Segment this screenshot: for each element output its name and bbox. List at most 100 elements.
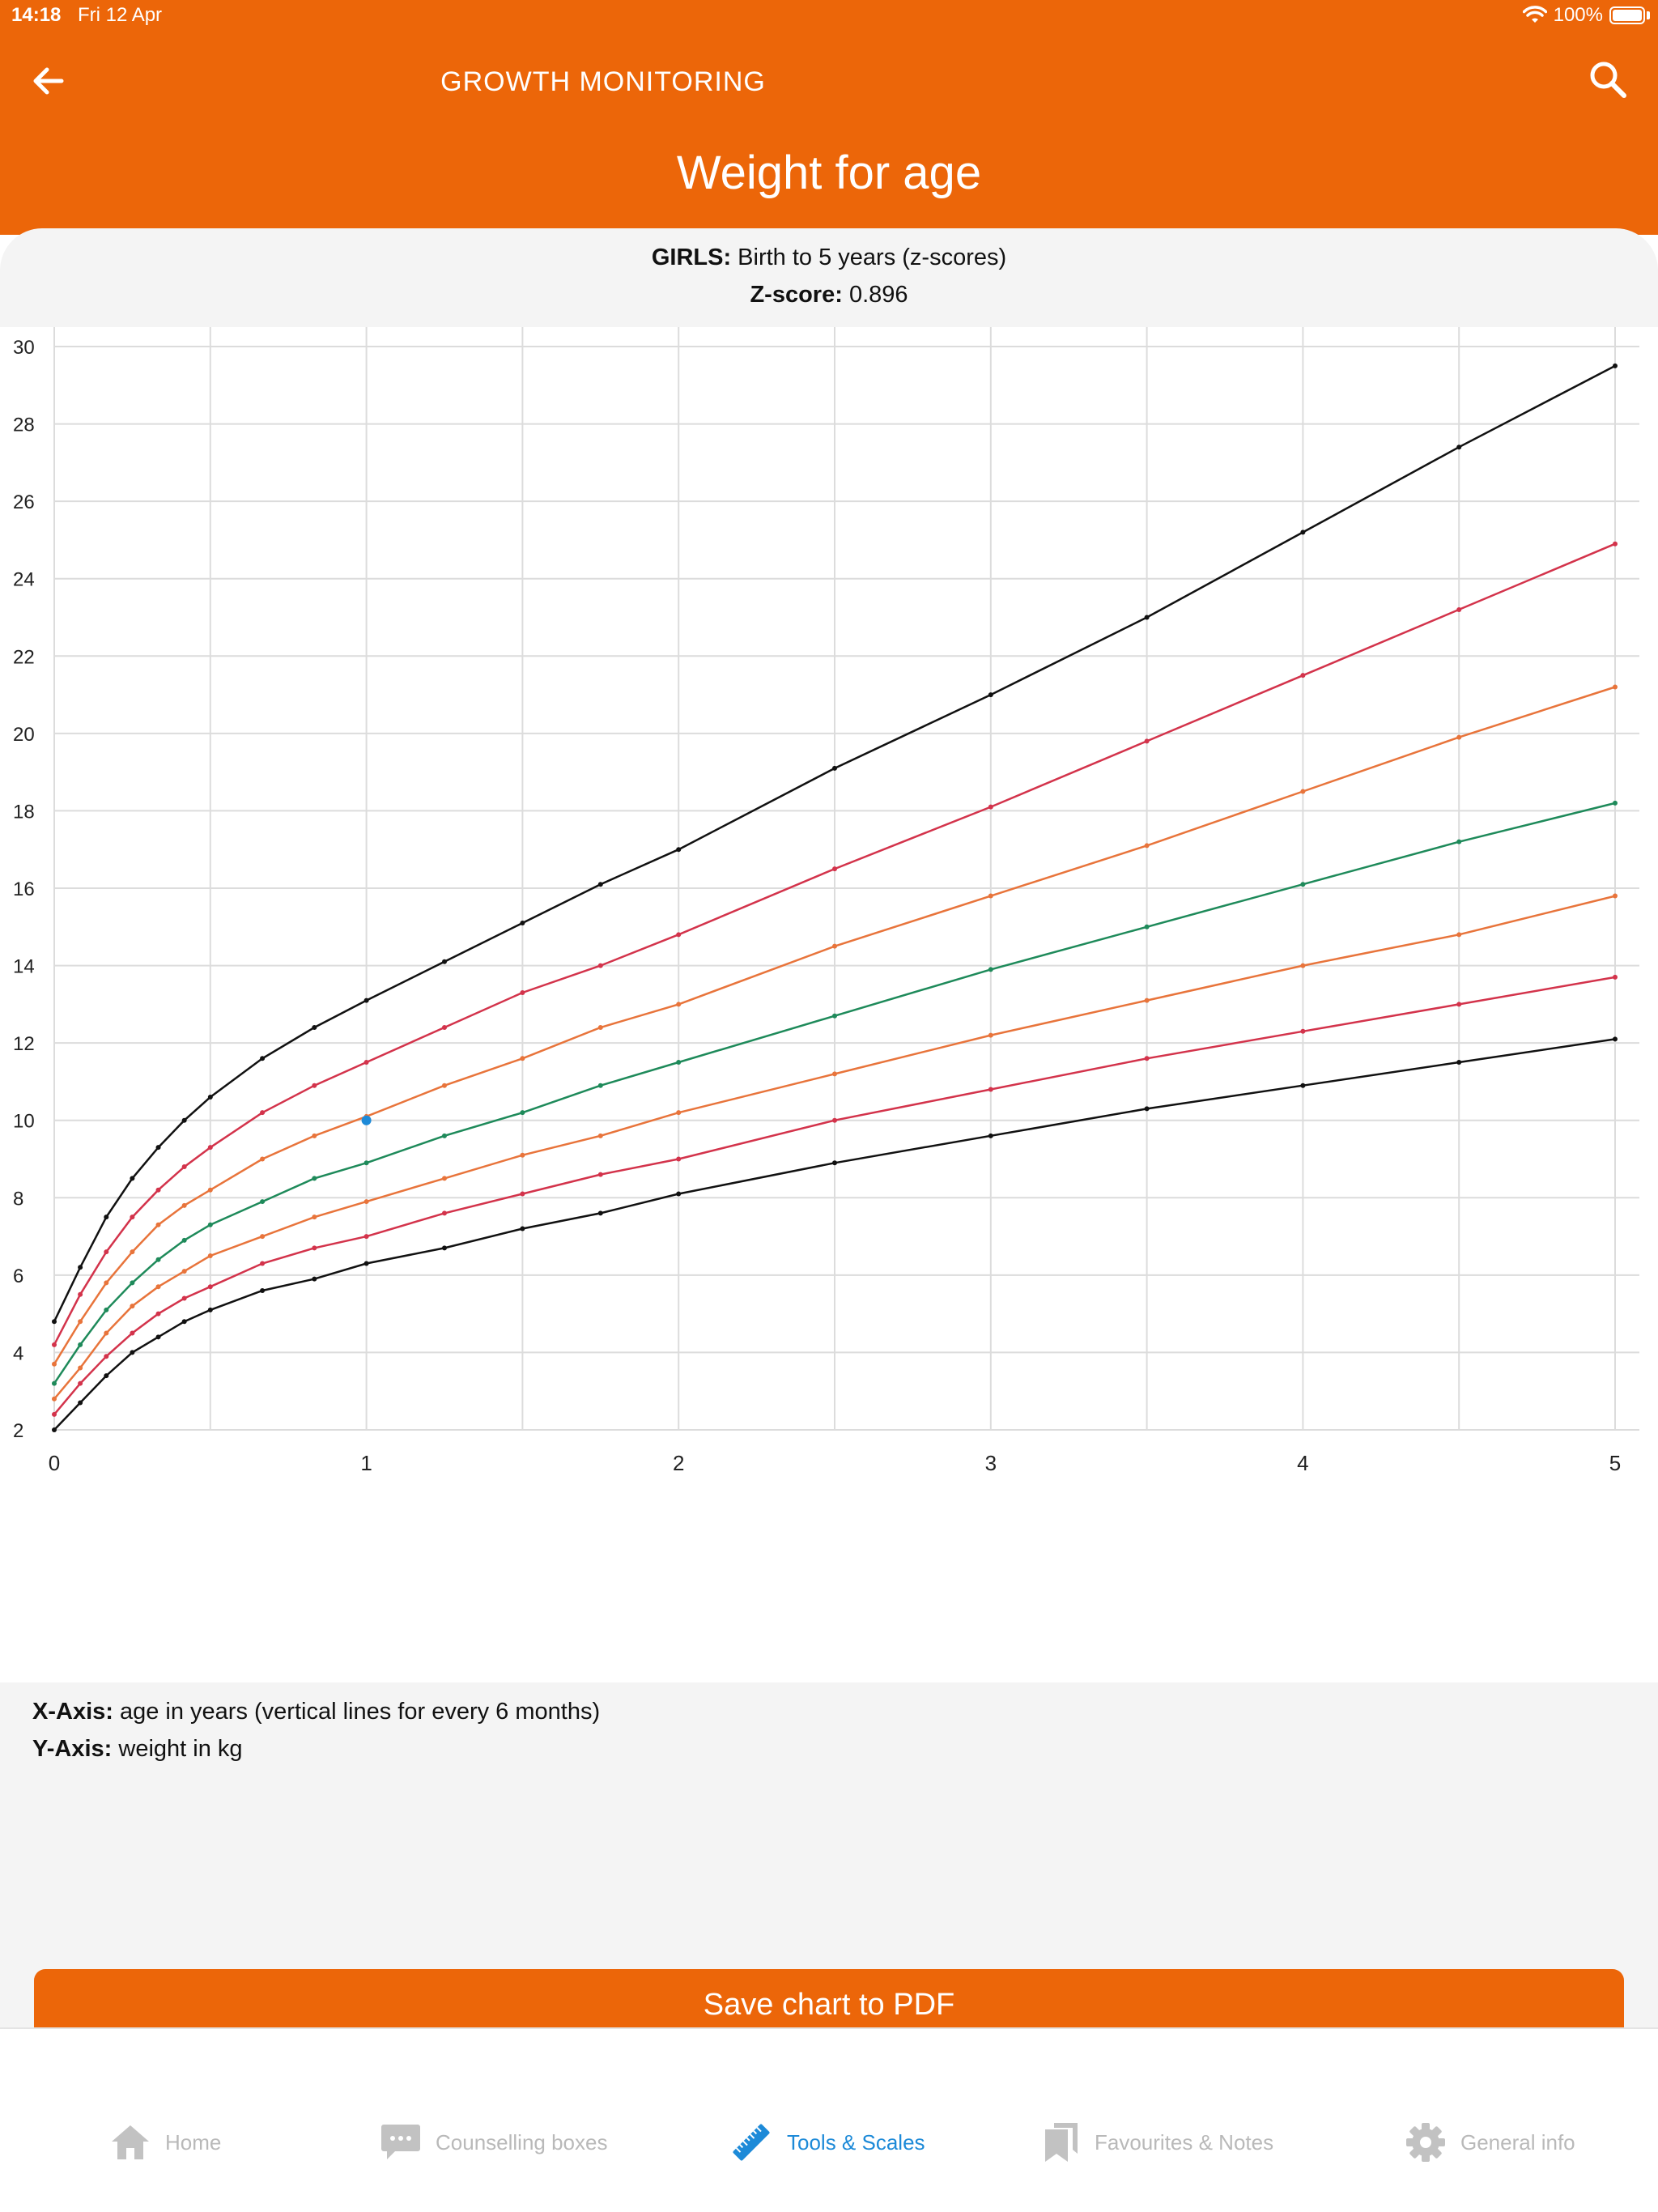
tab-counselling-boxes[interactable]: Counselling boxes bbox=[380, 2118, 607, 2167]
series-point bbox=[1613, 800, 1618, 806]
series-point bbox=[260, 1056, 266, 1061]
series-line-1 bbox=[53, 976, 1616, 1415]
series-point bbox=[52, 1411, 57, 1417]
series-line-2 bbox=[53, 895, 1616, 1400]
series-point bbox=[597, 1025, 603, 1031]
series-point bbox=[676, 1156, 682, 1162]
series-point bbox=[1456, 606, 1462, 612]
series-point bbox=[181, 1237, 187, 1243]
y-tick-label: 16 bbox=[13, 878, 35, 900]
series-point bbox=[520, 990, 525, 996]
series-point bbox=[520, 921, 525, 926]
series-point bbox=[78, 1319, 83, 1325]
series-point bbox=[1613, 893, 1618, 899]
series-point bbox=[78, 1400, 83, 1406]
ruler-icon bbox=[733, 2124, 770, 2161]
y-axis-note: Y-Axis: weight in kg bbox=[32, 1736, 243, 1763]
series-point bbox=[1613, 1036, 1618, 1042]
y-tick-label: 30 bbox=[13, 337, 35, 359]
series-point bbox=[676, 1060, 682, 1066]
series-point bbox=[312, 1025, 317, 1031]
y-tick-label: 20 bbox=[13, 724, 35, 746]
series-point bbox=[207, 1284, 213, 1290]
battery-percent: 100% bbox=[1553, 4, 1603, 26]
series-point bbox=[130, 1304, 135, 1309]
series-point bbox=[832, 1071, 837, 1077]
series-point bbox=[676, 1110, 682, 1116]
series-point bbox=[1300, 1083, 1306, 1088]
series-point bbox=[1144, 1056, 1150, 1061]
x-axis-text: age in years (vertical lines for every 6… bbox=[119, 1699, 601, 1725]
tab-favourites-notes[interactable]: Favourites & Notes bbox=[1043, 2118, 1273, 2167]
series-line-5 bbox=[53, 542, 1616, 1346]
chart-subtitle: GIRLS: Birth to 5 years (z-scores) bbox=[0, 245, 1658, 271]
tab-home[interactable]: Home bbox=[110, 2118, 221, 2167]
series-point bbox=[832, 1117, 837, 1123]
series-point bbox=[520, 1226, 525, 1231]
series-point bbox=[1613, 974, 1618, 980]
series-point bbox=[130, 1249, 135, 1255]
series-point bbox=[155, 1222, 161, 1227]
series-point bbox=[1456, 1060, 1462, 1066]
series-point bbox=[312, 1245, 317, 1251]
series-point bbox=[520, 1152, 525, 1158]
x-tick-label: 3 bbox=[985, 1451, 997, 1475]
x-tick-label: 5 bbox=[1609, 1451, 1621, 1475]
series-point bbox=[1613, 363, 1618, 368]
series-point bbox=[181, 1117, 187, 1123]
chat-icon bbox=[381, 2125, 420, 2159]
series-point bbox=[597, 1210, 603, 1216]
header-bar: 14:18 Fri 12 Apr 100% GROWTH MONITORING … bbox=[0, 0, 1658, 235]
series-point bbox=[104, 1307, 109, 1312]
series-point bbox=[1456, 445, 1462, 450]
zscore-label: Z-score: bbox=[750, 282, 843, 308]
tab-general-label: General info bbox=[1460, 2129, 1575, 2155]
series-point bbox=[312, 1133, 317, 1138]
series-point bbox=[1300, 789, 1306, 794]
series-point bbox=[442, 1133, 447, 1138]
series-point bbox=[312, 1083, 317, 1088]
measurement-point bbox=[361, 1115, 372, 1125]
battery-icon bbox=[1609, 6, 1645, 24]
series-point bbox=[1456, 839, 1462, 844]
series-point bbox=[52, 1361, 57, 1367]
series-point bbox=[363, 998, 369, 1003]
series-point bbox=[155, 1334, 161, 1340]
series-point bbox=[155, 1145, 161, 1151]
series-point bbox=[1300, 530, 1306, 535]
series-point bbox=[1144, 924, 1150, 929]
series-point bbox=[78, 1342, 83, 1347]
series-point bbox=[181, 1202, 187, 1208]
zscore-readout: Z-score: 0.896 bbox=[0, 282, 1658, 308]
back-arrow-icon[interactable] bbox=[29, 62, 68, 100]
series-point bbox=[260, 1156, 266, 1162]
series-point bbox=[363, 1199, 369, 1205]
series-point bbox=[676, 1002, 682, 1007]
y-tick-label: 8 bbox=[13, 1188, 23, 1210]
y-tick-label: 12 bbox=[13, 1033, 35, 1055]
tab-counselling-label: Counselling boxes bbox=[436, 2129, 608, 2155]
series-point bbox=[597, 1133, 603, 1138]
y-axis-label: Y-Axis: bbox=[32, 1736, 113, 1762]
y-tick-label: 2 bbox=[13, 1420, 23, 1442]
series-point bbox=[988, 893, 993, 899]
series-point bbox=[442, 1176, 447, 1181]
series-point bbox=[78, 1380, 83, 1386]
status-date: Fri 12 Apr bbox=[78, 4, 163, 26]
y-tick-label: 4 bbox=[13, 1342, 23, 1364]
series-point bbox=[597, 1172, 603, 1177]
search-icon[interactable] bbox=[1587, 58, 1629, 100]
series-point bbox=[442, 959, 447, 964]
series-point bbox=[181, 1319, 187, 1325]
series-point bbox=[988, 1087, 993, 1092]
tab-tools-scales[interactable]: Tools & Scales bbox=[730, 2118, 925, 2167]
series-point bbox=[130, 1280, 135, 1286]
series-point bbox=[52, 1342, 57, 1347]
series-point bbox=[207, 1307, 213, 1312]
series-point bbox=[442, 1210, 447, 1216]
tab-general-info[interactable]: General info bbox=[1405, 2118, 1575, 2167]
series-point bbox=[155, 1311, 161, 1317]
series-point bbox=[260, 1234, 266, 1240]
x-tick-label: 4 bbox=[1297, 1451, 1308, 1475]
